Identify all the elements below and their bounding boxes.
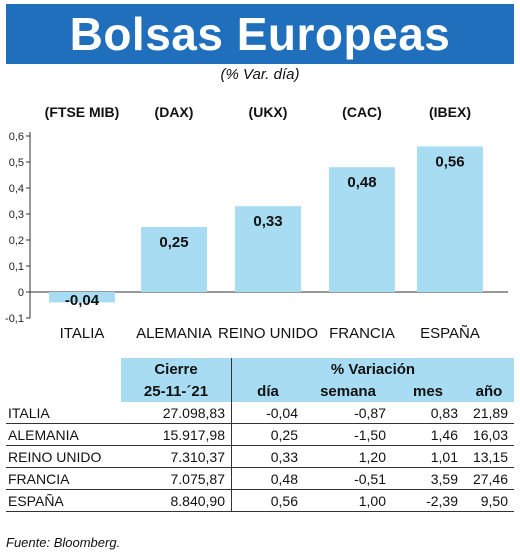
row-country: ESPAÑA (6, 489, 121, 512)
index-label: (FTSE MIB) (45, 104, 120, 120)
row-year: 13,15 (464, 445, 514, 468)
row-close: 15.917,98 (121, 423, 232, 446)
page-title: Bolsas Europeas (69, 8, 451, 60)
bar (417, 146, 483, 292)
row-country: REINO UNIDO (6, 445, 121, 468)
row-year: 21,89 (464, 402, 514, 424)
row-year: 27,46 (464, 467, 514, 490)
quotes-table: Cierre % Variación 25-11-´21 día semana … (6, 358, 514, 512)
row-week: -0,51 (304, 467, 392, 490)
column-header-week: semana (304, 380, 392, 402)
table-corner-cell (6, 358, 121, 380)
row-day: 0,56 (231, 489, 304, 512)
bar-value-label: -0,04 (65, 292, 100, 309)
table-body: ITALIA 27.098,83 -0,04 -0,87 0,83 21,89 ALEMAN… (6, 402, 514, 512)
close-group-header: Cierre (121, 358, 232, 380)
table-corner-cell-2 (6, 380, 121, 402)
table-column-header-row: 25-11-´21 día semana mes año (6, 380, 514, 402)
index-label: (IBEX) (429, 104, 471, 120)
row-month: -2,39 (392, 489, 464, 512)
row-close: 7.075,87 (121, 467, 232, 490)
table-row: ALEMANIA 15.917,98 0,25 -1,50 1,46 16,03 (6, 423, 514, 446)
row-week: 1,20 (304, 445, 392, 468)
row-close: 8.840,90 (121, 489, 232, 512)
y-tick-label: 0,2 (9, 235, 24, 247)
row-month: 1,01 (392, 445, 464, 468)
row-day: 0,48 (231, 467, 304, 490)
row-close: 7.310,37 (121, 445, 232, 468)
row-week: 1,00 (304, 489, 392, 512)
source-note: Fuente: Bloomberg. (6, 535, 121, 550)
bar-value-label: 0,33 (253, 213, 282, 230)
row-close: 27.098,83 (121, 402, 232, 424)
y-tick-label: 0,5 (9, 157, 24, 169)
index-label: (DAX) (155, 104, 194, 120)
row-country: ITALIA (6, 402, 121, 424)
category-label: ITALIA (60, 325, 105, 342)
column-header-day: día (231, 380, 304, 402)
category-label: ALEMANIA (136, 325, 212, 342)
column-header-month: mes (392, 380, 464, 402)
bar-value-label: 0,48 (347, 174, 376, 191)
y-tick-label: 0,6 (9, 131, 24, 143)
quotes-table-container: Cierre % Variación 25-11-´21 día semana … (6, 358, 514, 512)
row-year: 9,50 (464, 489, 514, 512)
y-tick-label: 0 (18, 287, 24, 299)
index-label: (CAC) (342, 104, 382, 120)
table-group-header-row: Cierre % Variación (6, 358, 514, 380)
row-day: 0,25 (231, 423, 304, 446)
category-label: ESPAÑA (420, 325, 480, 342)
row-month: 3,59 (392, 467, 464, 490)
bar (329, 167, 395, 292)
table-row: FRANCIA 7.075,87 0,48 -0,51 3,59 27,46 (6, 467, 514, 490)
bar-value-label: 0,25 (159, 234, 188, 251)
bar (49, 292, 115, 303)
row-day: 0,33 (231, 445, 304, 468)
bar (235, 206, 301, 292)
index-label: (UKX) (249, 104, 288, 120)
category-label: FRANCIA (329, 325, 395, 342)
y-tick-label: 0,4 (9, 183, 24, 195)
row-week: -1,50 (304, 423, 392, 446)
category-label: REINO UNIDO (218, 325, 318, 342)
column-header-date: 25-11-´21 (121, 380, 232, 402)
variation-group-header: % Variación (231, 358, 514, 380)
y-tick-label: 0,1 (9, 261, 24, 273)
row-month: 0,83 (392, 402, 464, 424)
row-country: ALEMANIA (6, 423, 121, 446)
y-tick-label: 0,3 (9, 209, 24, 221)
row-country: FRANCIA (6, 467, 121, 490)
table-row: ITALIA 27.098,83 -0,04 -0,87 0,83 21,89 (6, 402, 514, 424)
chart-subtitle: (% Var. día) (220, 66, 300, 83)
table-row: REINO UNIDO 7.310,37 0,33 1,20 1,01 13,15 (6, 445, 514, 468)
row-year: 16,03 (464, 423, 514, 446)
row-week: -0,87 (304, 402, 392, 424)
column-header-year: año (464, 380, 514, 402)
table-row: ESPAÑA 8.840,90 0,56 1,00 -2,39 9,50 (6, 489, 514, 512)
title-banner: Bolsas Europeas (6, 4, 514, 64)
bar (141, 227, 207, 292)
y-tick-label: -0,1 (5, 313, 24, 325)
row-day: -0,04 (231, 402, 304, 424)
bar-chart: 0,6 0,5 0,4 0,3 0,2 0,1 0 -0,1 -0,04 (FTSE MIB) IT… (5, 104, 508, 342)
row-month: 1,46 (392, 423, 464, 446)
bar-value-label: 0,56 (435, 153, 464, 170)
